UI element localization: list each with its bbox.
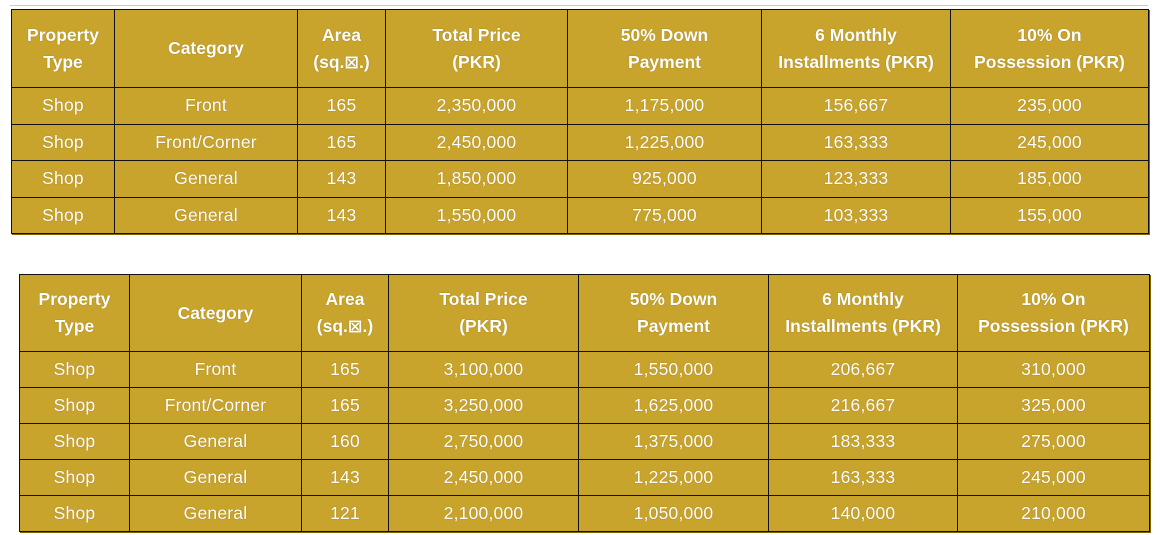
table-row: Shop Front 165 2,350,000 1,175,000 156,6… xyxy=(11,87,1149,125)
cell-monthly-installment: 216,667 xyxy=(768,387,958,424)
header-total-price: Total Price (PKR) xyxy=(385,9,568,88)
top-divider-line xyxy=(10,5,1148,6)
cell-monthly-installment: 163,333 xyxy=(768,459,958,496)
cell-property-type: Shop xyxy=(11,160,115,198)
cell-monthly-installment: 156,667 xyxy=(761,87,951,125)
cell-property-type: Shop xyxy=(19,387,130,424)
header-on-possession: 10% On Possession (PKR) xyxy=(957,274,1150,352)
cell-property-type: Shop xyxy=(11,87,115,125)
cell-category: General xyxy=(114,196,298,234)
table-row: Shop General 143 2,450,000 1,225,000 163… xyxy=(19,459,1150,496)
cell-on-possession: 245,000 xyxy=(957,459,1150,496)
cell-category: Front/Corner xyxy=(129,387,302,424)
cell-total-price: 1,550,000 xyxy=(385,196,568,234)
table-row: Shop General 143 1,550,000 775,000 103,3… xyxy=(11,196,1149,234)
header-on-possession: 10% On Possession (PKR) xyxy=(950,9,1149,88)
header-monthly-installments: 6 Monthly Installments (PKR) xyxy=(761,9,951,88)
header-area: Area (sq.⊠.) xyxy=(297,9,386,88)
cell-down-payment: 1,225,000 xyxy=(567,123,762,161)
cell-monthly-installment: 103,333 xyxy=(761,196,951,234)
cell-category: General xyxy=(129,459,302,496)
cell-monthly-installment: 183,333 xyxy=(768,423,958,460)
cell-area: 143 xyxy=(297,196,386,234)
price-table-1: Property Type Category Area (sq.⊠.) Total … xyxy=(11,9,1149,234)
cell-category: Front xyxy=(114,87,298,125)
cell-area: 143 xyxy=(297,160,386,198)
cell-total-price: 2,100,000 xyxy=(388,495,579,532)
cell-property-type: Shop xyxy=(19,423,130,460)
cell-monthly-installment: 123,333 xyxy=(761,160,951,198)
cell-down-payment: 925,000 xyxy=(567,160,762,198)
cell-on-possession: 155,000 xyxy=(950,196,1149,234)
cell-property-type: Shop xyxy=(11,123,115,161)
cell-area: 165 xyxy=(297,87,386,125)
header-category: Category xyxy=(129,274,302,352)
cell-down-payment: 1,625,000 xyxy=(578,387,769,424)
cell-property-type: Shop xyxy=(11,196,115,234)
cell-total-price: 2,450,000 xyxy=(388,459,579,496)
table-row: Shop Front 165 3,100,000 1,550,000 206,6… xyxy=(19,351,1150,388)
cell-monthly-installment: 140,000 xyxy=(768,495,958,532)
header-category: Category xyxy=(114,9,298,88)
header-down-payment: 50% Down Payment xyxy=(578,274,769,352)
cell-down-payment: 1,375,000 xyxy=(578,423,769,460)
table-row: Shop Front/Corner 165 2,450,000 1,225,00… xyxy=(11,123,1149,161)
cell-area: 165 xyxy=(301,387,389,424)
cell-total-price: 2,450,000 xyxy=(385,123,568,161)
cell-down-payment: 1,050,000 xyxy=(578,495,769,532)
table-row: Shop Front/Corner 165 3,250,000 1,625,00… xyxy=(19,387,1150,424)
cell-down-payment: 775,000 xyxy=(567,196,762,234)
cell-on-possession: 275,000 xyxy=(957,423,1150,460)
header-area: Area (sq.⊠.) xyxy=(301,274,389,352)
cell-category: Front/Corner xyxy=(114,123,298,161)
cell-total-price: 2,350,000 xyxy=(385,87,568,125)
cell-monthly-installment: 163,333 xyxy=(761,123,951,161)
header-monthly-installments: 6 Monthly Installments (PKR) xyxy=(768,274,958,352)
cell-on-possession: 310,000 xyxy=(957,351,1150,388)
cell-category: General xyxy=(114,160,298,198)
cell-on-possession: 185,000 xyxy=(950,160,1149,198)
cell-property-type: Shop xyxy=(19,351,130,388)
cell-total-price: 3,250,000 xyxy=(388,387,579,424)
cell-category: Front xyxy=(129,351,302,388)
cell-area: 165 xyxy=(297,123,386,161)
cell-down-payment: 1,175,000 xyxy=(567,87,762,125)
cell-down-payment: 1,225,000 xyxy=(578,459,769,496)
cell-total-price: 1,850,000 xyxy=(385,160,568,198)
cell-total-price: 3,100,000 xyxy=(388,351,579,388)
cell-category: General xyxy=(129,423,302,460)
cell-on-possession: 245,000 xyxy=(950,123,1149,161)
cell-area: 121 xyxy=(301,495,389,532)
table-row: Shop General 160 2,750,000 1,375,000 183… xyxy=(19,423,1150,460)
cell-property-type: Shop xyxy=(19,459,130,496)
cell-down-payment: 1,550,000 xyxy=(578,351,769,388)
cell-area: 143 xyxy=(301,459,389,496)
table-header-row: Property Type Category Area (sq.⊠.) Total … xyxy=(19,274,1150,352)
cell-area: 165 xyxy=(301,351,389,388)
cell-area: 160 xyxy=(301,423,389,460)
table-header-row: Property Type Category Area (sq.⊠.) Total … xyxy=(11,9,1149,88)
header-property-type: Property Type xyxy=(19,274,130,352)
cell-on-possession: 325,000 xyxy=(957,387,1150,424)
table-row: Shop General 143 1,850,000 925,000 123,3… xyxy=(11,160,1149,198)
cell-total-price: 2,750,000 xyxy=(388,423,579,460)
header-property-type: Property Type xyxy=(11,9,115,88)
cell-category: General xyxy=(129,495,302,532)
cell-property-type: Shop xyxy=(19,495,130,532)
cell-on-possession: 210,000 xyxy=(957,495,1150,532)
cell-on-possession: 235,000 xyxy=(950,87,1149,125)
price-table-2: Property Type Category Area (sq.⊠.) Total … xyxy=(19,274,1150,532)
table-row: Shop General 121 2,100,000 1,050,000 140… xyxy=(19,495,1150,532)
header-total-price: Total Price (PKR) xyxy=(388,274,579,352)
cell-monthly-installment: 206,667 xyxy=(768,351,958,388)
header-down-payment: 50% Down Payment xyxy=(567,9,762,88)
